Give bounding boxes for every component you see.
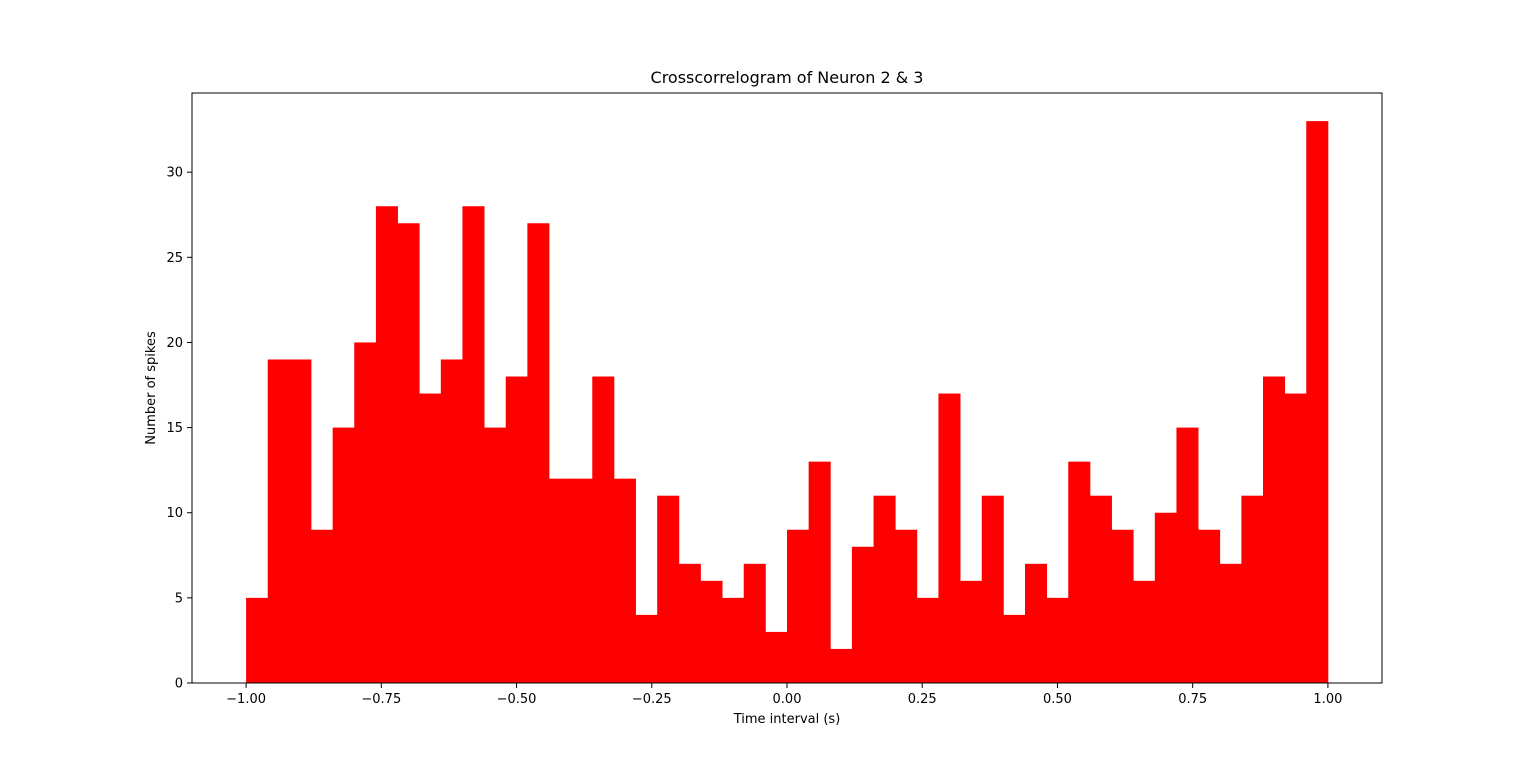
histogram-bar (570, 478, 593, 683)
histogram-bar (830, 648, 853, 683)
y-tick-label: 0 (175, 677, 183, 692)
histogram-bar (354, 342, 377, 683)
histogram-bar (1089, 495, 1112, 683)
histogram-bar (700, 580, 723, 683)
histogram-bar (981, 495, 1004, 683)
histogram-bar (787, 529, 810, 683)
x-tick-label: −0.75 (361, 692, 401, 707)
histogram-bar (592, 376, 615, 683)
histogram-bar (722, 597, 745, 683)
histogram-bar (1154, 512, 1177, 683)
x-tick-label: 0.50 (1043, 692, 1072, 707)
histogram-bar (1111, 529, 1134, 683)
histogram-bar (1068, 461, 1091, 683)
histogram-bar (527, 223, 550, 683)
y-tick-label: 30 (166, 166, 183, 181)
histogram-bar (1306, 121, 1329, 684)
histogram-bar (549, 478, 572, 683)
histogram-bar (1003, 614, 1026, 683)
histogram-bar (375, 206, 398, 684)
histogram-bar (1263, 376, 1286, 683)
histogram-bar (1198, 529, 1221, 683)
histogram-bar (1176, 427, 1199, 683)
x-tick-label: 0.75 (1178, 692, 1207, 707)
histogram-bar (808, 461, 831, 683)
histogram-bar (1025, 563, 1048, 683)
chart-title: Crosscorrelogram of Neuron 2 & 3 (651, 68, 924, 87)
histogram-bar (332, 427, 355, 683)
x-axis: −1.00 −0.75 −0.50 −0.25 0.00 0.25 0.50 0.75 1.00 (226, 683, 1342, 707)
histogram-bar (873, 495, 896, 683)
histogram-bar (440, 359, 463, 683)
y-axis: 0 5 10 15 20 25 30 (166, 166, 192, 692)
histogram-bar (1241, 495, 1264, 683)
histogram-bar (289, 359, 312, 683)
histogram-bar (657, 495, 680, 683)
y-tick-label: 20 (166, 336, 183, 351)
histogram-bar (613, 478, 636, 683)
y-tick-label: 5 (175, 591, 183, 606)
x-tick-label: −0.25 (632, 692, 672, 707)
histogram-bar (419, 393, 442, 683)
histogram-bar (311, 529, 334, 683)
histogram-bar (678, 563, 701, 683)
histogram-bar (765, 631, 788, 683)
x-tick-label: −1.00 (226, 692, 266, 707)
y-tick-label: 10 (166, 506, 183, 521)
histogram-bar (851, 546, 874, 683)
histogram-bar (1133, 580, 1156, 683)
histogram-bar (1046, 597, 1069, 683)
histogram-bar (505, 376, 528, 683)
y-tick-label: 25 (166, 251, 183, 266)
histogram-bar (1284, 393, 1307, 683)
histogram-bar (1219, 563, 1242, 683)
histogram-bar (484, 427, 507, 683)
histogram-bar (397, 223, 420, 683)
x-tick-label: 0.25 (908, 692, 937, 707)
x-tick-label: −0.50 (497, 692, 537, 707)
histogram-bar (267, 359, 290, 683)
x-tick-label: 0.00 (773, 692, 802, 707)
histogram-bar (895, 529, 918, 683)
x-axis-label: Time interval (s) (733, 712, 841, 727)
histogram-bar (635, 614, 658, 683)
y-axis-label: Number of spikes (144, 331, 159, 445)
histogram-bar (743, 563, 766, 683)
histogram-bars (246, 121, 1329, 684)
histogram-bar (462, 206, 485, 684)
histogram-bar (246, 597, 269, 683)
histogram-bar (916, 597, 939, 683)
histogram-bar (960, 580, 983, 683)
y-tick-label: 15 (166, 421, 183, 436)
histogram-bar (938, 393, 961, 683)
x-tick-label: 1.00 (1313, 692, 1342, 707)
